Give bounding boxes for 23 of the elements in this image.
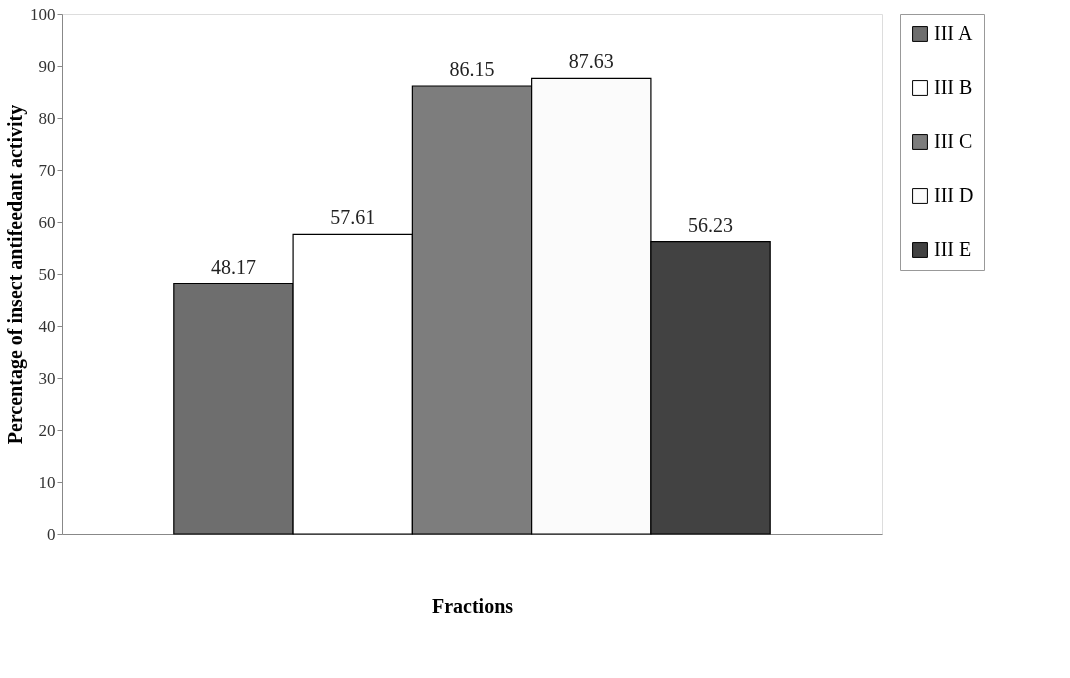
y-tick-label: 10 xyxy=(38,472,56,492)
y-tick-label: 60 xyxy=(38,212,56,232)
y-tick-label: 20 xyxy=(38,420,56,440)
data-label: 48.17 xyxy=(210,255,256,278)
legend-label: III A xyxy=(934,22,973,44)
data-label: 56.23 xyxy=(688,213,734,236)
legend-label: III C xyxy=(934,130,973,152)
y-tick-label: 50 xyxy=(38,264,56,284)
y-tick-label: 100 xyxy=(30,4,56,24)
legend-label: III D xyxy=(934,184,974,206)
data-label: 86.15 xyxy=(449,58,495,81)
legend-label: III E xyxy=(934,238,972,260)
y-axis-title: Percentage of insect antifeedant activity xyxy=(4,104,27,445)
y-tick-label: 80 xyxy=(38,108,56,128)
y-tick-label: 0 xyxy=(47,524,56,544)
y-tick-label: 90 xyxy=(38,56,56,76)
y-tick-label: 30 xyxy=(38,368,56,388)
data-label: 87.63 xyxy=(568,50,614,73)
x-axis-title: Fractions xyxy=(431,594,514,617)
y-tick-label: 70 xyxy=(38,160,56,180)
data-label: 57.61 xyxy=(330,206,376,229)
legend-label: III B xyxy=(934,76,973,98)
y-tick-label: 40 xyxy=(38,316,56,336)
